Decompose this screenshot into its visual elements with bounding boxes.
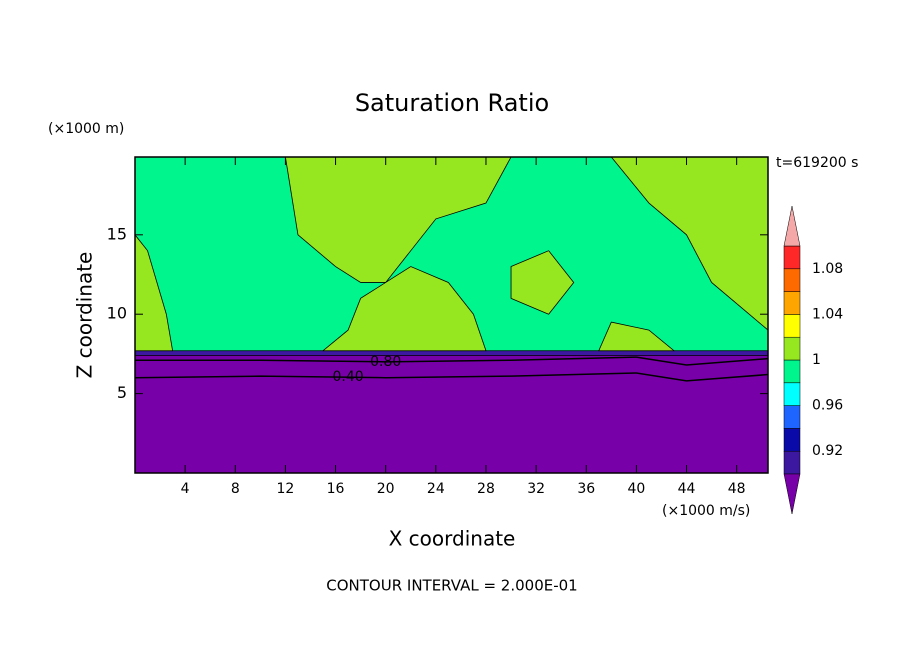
- contour-label: 0.40: [333, 369, 364, 385]
- contour-label: 0.80: [370, 354, 401, 370]
- plot-area: 0.80 0.40: [135, 157, 768, 473]
- x-tick-label: 4: [181, 481, 190, 497]
- contour-region: [135, 234, 174, 352]
- colorbar-band: [783, 359, 801, 384]
- contour-line: [135, 372, 768, 382]
- y-axis-label: Z coordinate: [73, 252, 97, 379]
- colorbar-over: [783, 205, 801, 247]
- colorbar-tick-label: 0.96: [812, 398, 843, 414]
- y-tick-label: 5: [117, 383, 127, 402]
- y-tick-label: 10: [107, 304, 127, 323]
- contour-region: [321, 266, 487, 352]
- colorbar-band: [783, 291, 801, 315]
- colorbar-band: [783, 405, 801, 429]
- colorbar-tick-label: 1.08: [812, 261, 843, 277]
- time-label: t=619200 s: [776, 155, 858, 171]
- y-unit: (×1000 m): [48, 121, 124, 137]
- plot-frame: [134, 156, 769, 474]
- colorbar-band: [783, 268, 801, 292]
- colorbar-under: [783, 473, 801, 515]
- x-tick-label: 8: [231, 481, 240, 497]
- x-tick-label: 28: [477, 481, 495, 497]
- colorbar-band: [783, 428, 801, 452]
- x-tick-label: 48: [728, 481, 746, 497]
- x-tick-label: 32: [527, 481, 545, 497]
- contour-region: [135, 353, 768, 473]
- contour-region: [610, 157, 768, 331]
- footer-note: CONTOUR INTERVAL = 2.000E-01: [326, 577, 577, 595]
- contour-line: [135, 356, 768, 366]
- x-axis-label: X coordinate: [389, 527, 516, 551]
- colorbar-tick-label: 1: [812, 352, 821, 368]
- y-tick-label: 15: [107, 224, 127, 243]
- contour-region: [598, 321, 676, 352]
- colorbar-band: [783, 245, 801, 270]
- x-unit: (×1000 m/s): [662, 503, 750, 519]
- colorbar-band: [783, 382, 801, 406]
- x-tick-label: 40: [627, 481, 645, 497]
- colorbar-band: [783, 450, 801, 475]
- contour-region: [510, 250, 575, 315]
- x-tick-label: 36: [577, 481, 595, 497]
- colorbar-tick-label: 0.92: [812, 443, 843, 459]
- chart-title: Saturation Ratio: [355, 89, 549, 117]
- x-tick-label: 24: [427, 481, 445, 497]
- x-tick-label: 20: [377, 481, 395, 497]
- x-tick-label: 12: [277, 481, 295, 497]
- colorbar-band: [783, 336, 801, 361]
- colorbar-tick-label: 1.04: [812, 306, 843, 322]
- contour-region: [285, 157, 512, 283]
- overlay: 4 8 12 16 20 24 28 32 36 40 44 48510150.920.9611.04…: [107, 156, 843, 515]
- colorbar-band: [783, 314, 801, 338]
- contour-region: [135, 350, 768, 356]
- x-tick-label: 44: [678, 481, 696, 497]
- x-tick-label: 16: [327, 481, 345, 497]
